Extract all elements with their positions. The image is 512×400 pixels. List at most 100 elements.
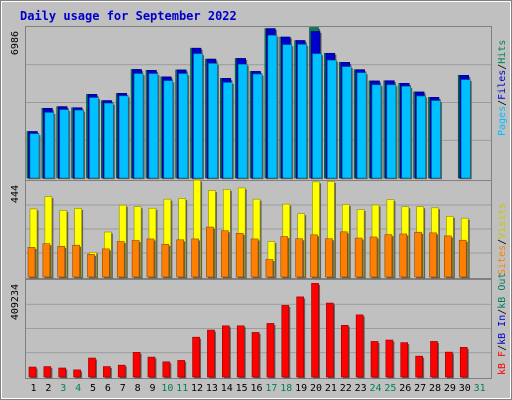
bar-pages bbox=[104, 102, 115, 180]
x-tick-label: 23 bbox=[355, 383, 367, 394]
bar-sites bbox=[354, 237, 364, 279]
x-tick-label: 1 bbox=[30, 383, 36, 394]
bar-sites bbox=[250, 238, 260, 279]
x-tick-label: 13 bbox=[206, 383, 218, 394]
legend-entry: Files bbox=[497, 70, 508, 100]
legend-entry: / bbox=[497, 345, 508, 351]
bar-sites bbox=[339, 231, 349, 279]
bar-kbytes bbox=[400, 342, 410, 379]
bar-sites bbox=[206, 226, 215, 279]
bar-pages bbox=[371, 84, 383, 180]
bar-kbytes bbox=[73, 369, 83, 379]
legend-entry: / bbox=[497, 64, 508, 70]
bar-kbytes bbox=[459, 347, 469, 379]
legend-kbytes: kB F/kB In/kB Out bbox=[497, 273, 508, 375]
bar-pages bbox=[89, 97, 100, 180]
legend-entry: Sites bbox=[497, 245, 508, 275]
bar-kbytes bbox=[132, 352, 142, 379]
bar-pages bbox=[29, 133, 41, 180]
x-tick-label: 7 bbox=[120, 383, 126, 394]
y-tick-label: 6986 bbox=[10, 31, 21, 55]
bar-kbytes bbox=[251, 332, 261, 379]
bar-kbytes bbox=[147, 356, 157, 379]
x-tick-label: 2 bbox=[45, 383, 51, 394]
bars bbox=[26, 27, 472, 379]
chart-title: Daily usage for September 2022 bbox=[20, 9, 237, 23]
legend-hits-files-pages: Pages/Files/Hits bbox=[497, 40, 508, 136]
x-tick-label: 6 bbox=[105, 383, 111, 394]
x-tick-label: 15 bbox=[236, 383, 248, 394]
bar-pages bbox=[460, 79, 472, 180]
x-tick-label: 29 bbox=[444, 383, 456, 394]
bar-kbytes bbox=[296, 296, 306, 379]
x-tick-label: 10 bbox=[161, 383, 173, 394]
bar-sites bbox=[325, 238, 334, 279]
x-tick-label: 8 bbox=[135, 383, 141, 394]
bar-sites bbox=[27, 247, 37, 279]
legend-entry: kB F bbox=[497, 351, 508, 375]
bar-sites bbox=[176, 239, 186, 279]
bar-kbytes bbox=[236, 325, 246, 379]
y-tick-label: 444 bbox=[10, 185, 21, 203]
bar-sites bbox=[57, 245, 67, 279]
bar-kbytes bbox=[58, 367, 68, 379]
bar-pages bbox=[193, 53, 205, 180]
bar-kbytes bbox=[445, 351, 454, 379]
x-tick-label: 19 bbox=[295, 383, 307, 394]
bar-kbytes bbox=[281, 305, 291, 379]
bar-kbytes bbox=[192, 336, 202, 379]
bar-pages bbox=[59, 109, 71, 180]
bar-pages bbox=[282, 44, 294, 180]
x-tick-label: 20 bbox=[310, 383, 322, 394]
bar-sites bbox=[116, 241, 126, 279]
bar-pages bbox=[118, 95, 130, 180]
bar-kbytes bbox=[415, 355, 425, 379]
legend-entry: Visits bbox=[497, 203, 508, 239]
bar-pages bbox=[297, 44, 309, 180]
bar-sites bbox=[87, 253, 96, 279]
x-tick-label: 5 bbox=[90, 383, 96, 394]
x-tick-label: 16 bbox=[251, 383, 263, 394]
bar-pages bbox=[386, 84, 398, 180]
bar-sites bbox=[384, 234, 394, 279]
legend-entry: Hits bbox=[497, 40, 508, 64]
x-tick-label: 14 bbox=[221, 383, 233, 394]
x-tick-label: 30 bbox=[459, 383, 471, 394]
bar-pages bbox=[267, 35, 279, 180]
bar-pages bbox=[416, 95, 428, 180]
y-tick-labels: 6986 444 409234 bbox=[10, 31, 21, 320]
bar-kbytes bbox=[207, 329, 216, 379]
bar-sites bbox=[265, 259, 275, 279]
x-tick-label: 31 bbox=[474, 383, 486, 394]
x-tick-labels: 1 2 3 4 5 6 7 8 9 10 11 12 13 14 15 16 17 18 19 20 21 22 23 24 2… bbox=[30, 383, 485, 394]
y-tick-label: 409234 bbox=[10, 284, 21, 320]
x-tick-label: 26 bbox=[399, 383, 411, 394]
x-tick-label: 25 bbox=[384, 383, 396, 394]
bar-pages bbox=[431, 100, 442, 180]
bar-kbytes bbox=[43, 366, 53, 379]
x-tick-label: 27 bbox=[414, 383, 426, 394]
bar-sites bbox=[161, 244, 171, 279]
x-tick-label: 28 bbox=[429, 383, 441, 394]
x-tick-label: 3 bbox=[60, 383, 66, 394]
bar-kbytes bbox=[103, 366, 112, 379]
bar-pages bbox=[44, 112, 56, 180]
x-tick-label: 24 bbox=[369, 383, 381, 394]
legend-entry: kB In bbox=[497, 315, 508, 345]
bar-pages bbox=[252, 73, 264, 180]
bar-pages bbox=[237, 64, 249, 180]
bar-sites bbox=[369, 236, 379, 279]
legend-entry: Pages bbox=[497, 106, 508, 136]
bar-kbytes bbox=[162, 361, 172, 379]
bar-pages bbox=[312, 53, 324, 180]
x-tick-label: 17 bbox=[265, 383, 277, 394]
bar-kbytes bbox=[430, 341, 439, 379]
bar-pages bbox=[133, 73, 145, 180]
bar-kbytes bbox=[177, 360, 187, 379]
bar-sites bbox=[414, 231, 424, 279]
bar-sites bbox=[444, 235, 453, 279]
bar-kbytes bbox=[28, 366, 38, 379]
bar-sites bbox=[280, 236, 290, 279]
